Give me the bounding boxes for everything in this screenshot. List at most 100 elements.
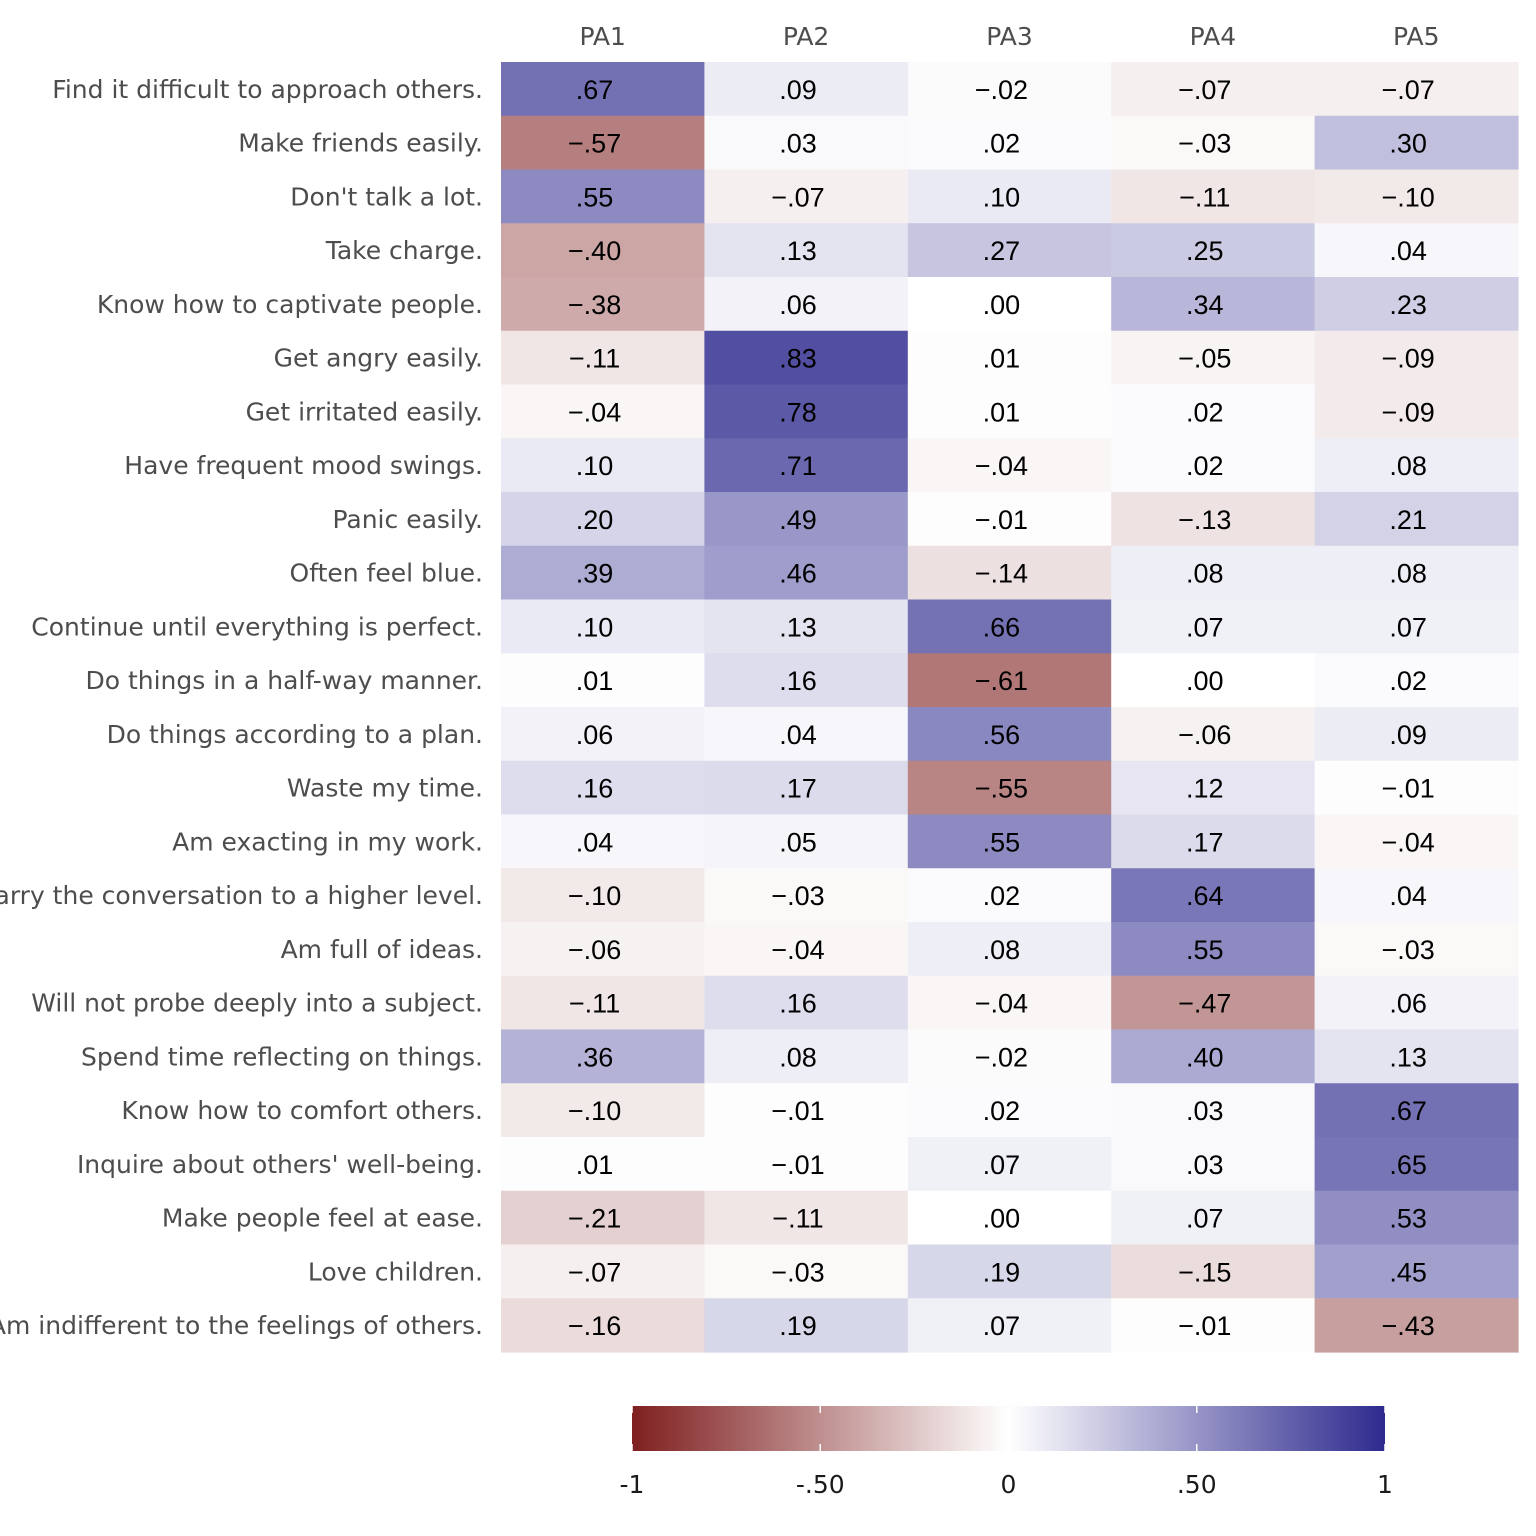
heatmap-cell — [1111, 975, 1316, 1031]
heatmap-cell — [501, 438, 705, 493]
cell-value-label: −.14 — [975, 559, 1028, 589]
row-label: Make friends easily. — [238, 129, 483, 158]
cell-value-label: −.06 — [568, 935, 621, 965]
cell-value-label: .45 — [1389, 1257, 1427, 1287]
cell-value-label: .03 — [1186, 1096, 1224, 1126]
heatmap-cell — [907, 438, 1112, 493]
cell-value-label: −.04 — [975, 989, 1028, 1019]
heatmap-cell — [1314, 922, 1519, 977]
heatmap-cell — [704, 169, 909, 224]
heatmap-cell — [1111, 814, 1316, 869]
heatmap-cell — [1111, 1244, 1316, 1299]
cell-value-label: .30 — [1389, 129, 1427, 159]
heatmap-cell — [501, 922, 705, 977]
heatmap-cell — [501, 653, 705, 708]
cell-value-label: .16 — [779, 989, 817, 1019]
heatmap-cell — [1314, 62, 1519, 117]
cell-value-label: .09 — [1389, 720, 1427, 750]
row-label: Carry the conversation to a higher level… — [0, 881, 483, 910]
heatmap-cell — [704, 545, 909, 601]
heatmap-cell — [907, 814, 1112, 869]
cell-value-label: .04 — [1389, 236, 1427, 266]
cell-value-label: .56 — [983, 720, 1021, 750]
cell-value-label: −.09 — [1382, 344, 1435, 374]
heatmap-cell — [704, 975, 909, 1031]
cell-value-label: −.01 — [1178, 1311, 1231, 1341]
cell-value-label: .64 — [1186, 881, 1224, 911]
cell-value-label: −.04 — [771, 935, 824, 965]
row-label: Find it difficult to approach others. — [52, 75, 483, 104]
heatmap-cell — [704, 1244, 909, 1299]
cell-value-label: .02 — [983, 1096, 1021, 1126]
cell-value-label: .08 — [1389, 451, 1427, 481]
heatmap-cell — [501, 868, 705, 923]
heatmap-cell — [704, 1083, 909, 1138]
heatmap-cell — [704, 599, 909, 654]
heatmap-cell — [501, 384, 705, 439]
cell-value-label: −.07 — [1382, 75, 1435, 105]
column-label-pa3: PA3 — [986, 22, 1032, 51]
cell-value-label: .71 — [779, 451, 817, 481]
heatmap-cell — [907, 492, 1112, 547]
heatmap-cell — [1111, 1190, 1316, 1246]
cell-value-label: .67 — [1389, 1096, 1427, 1126]
column-label-pa1: PA1 — [579, 22, 625, 51]
heatmap-cell — [1111, 277, 1316, 332]
cell-value-label: .05 — [779, 827, 817, 857]
heatmap-cell — [704, 1137, 909, 1192]
cell-value-label: −.07 — [1178, 75, 1231, 105]
heatmap-cell — [1314, 1137, 1519, 1192]
cell-value-label: .02 — [1389, 666, 1427, 696]
cell-value-label: .07 — [1389, 612, 1427, 642]
cell-value-label: −.10 — [568, 881, 621, 911]
cell-value-label: .08 — [1389, 559, 1427, 589]
cell-value-label: −.10 — [568, 1096, 621, 1126]
heatmap-cell — [704, 330, 909, 386]
heatmap-cell — [907, 868, 1112, 923]
cell-value-label: .21 — [1389, 505, 1427, 535]
heatmap-cell — [1314, 1083, 1519, 1138]
heatmap-cell — [704, 223, 909, 278]
cell-value-label: −.05 — [1178, 344, 1231, 374]
heatmap-cell — [907, 1083, 1112, 1138]
heatmap-cell — [704, 922, 909, 977]
cell-value-label: .55 — [983, 827, 1021, 857]
colorbar: -1 -.50 0 .50 1 — [620, 1406, 1393, 1499]
cell-value-label: −.01 — [975, 505, 1028, 535]
cell-value-label: .09 — [779, 75, 817, 105]
heatmap-cell — [907, 1190, 1112, 1246]
heatmap-cell — [907, 223, 1112, 278]
heatmap-cell — [1111, 599, 1316, 654]
cell-value-label: −.15 — [1178, 1257, 1231, 1287]
cell-value-label: −.07 — [771, 182, 824, 212]
column-labels: PA1 PA2 PA3 PA4 PA5 — [579, 22, 1439, 51]
heatmap-cell — [704, 760, 909, 816]
row-label: Am indifferent to the feelings of others… — [0, 1311, 483, 1340]
cell-value-label: .55 — [1186, 935, 1224, 965]
heatmap-cell — [1314, 599, 1519, 654]
row-label: Am exacting in my work. — [172, 827, 483, 856]
heatmap-cell — [501, 1190, 705, 1246]
heatmap-cell — [907, 62, 1112, 117]
heatmap-cell — [704, 277, 909, 332]
row-label: Panic easily. — [332, 505, 483, 534]
heatmap-cell — [1111, 223, 1316, 278]
cell-value-label: .00 — [1186, 666, 1224, 696]
heatmap-cell — [907, 1244, 1112, 1299]
heatmap-cell — [1314, 115, 1519, 171]
cell-value-label: −.02 — [975, 75, 1028, 105]
cell-value-label: −.02 — [975, 1042, 1028, 1072]
cell-value-label: .10 — [983, 182, 1021, 212]
row-label: Waste my time. — [287, 774, 483, 803]
cell-value-label: .04 — [1389, 881, 1427, 911]
heatmap-cell — [501, 169, 705, 224]
colorbar-gradient — [632, 1406, 1385, 1451]
cell-value-label: .03 — [1186, 1150, 1224, 1180]
heatmap-cell — [704, 653, 909, 708]
heatmap-cell — [704, 438, 909, 493]
heatmap-cell — [501, 545, 705, 601]
heatmap-cell — [907, 760, 1112, 816]
heatmap-cell — [501, 599, 705, 654]
heatmap-cell — [501, 814, 705, 869]
